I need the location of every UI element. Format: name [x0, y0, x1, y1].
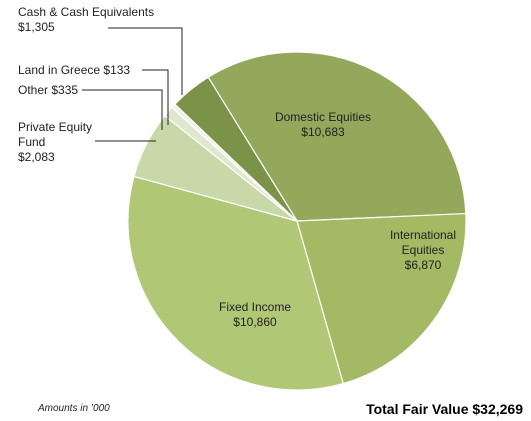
category-label: International Equities — [389, 228, 457, 257]
pie-slice — [127, 175, 344, 391]
category-label: Other — [18, 83, 49, 97]
value-label: $10,683 — [301, 125, 345, 139]
category-label: Land in Greece — [18, 63, 101, 77]
category-label: Cash & Cash Equivalents — [18, 5, 155, 19]
value-label: $1,305 — [18, 20, 55, 34]
pie — [127, 51, 467, 391]
slice-label: Fixed Income $10,860 — [195, 300, 315, 330]
leader-line — [108, 27, 183, 95]
value-label: $6,870 — [404, 258, 442, 272]
leader-line — [142, 69, 169, 125]
footnote: Amounts in ’000 — [38, 403, 110, 414]
slice-label: Private Equity Fund $2,083 — [18, 120, 108, 165]
slice-label: Cash & Cash Equivalents $1,305 — [18, 5, 178, 35]
total-label: Total Fair Value $32,269 — [366, 401, 523, 417]
pie-slice — [174, 76, 298, 222]
category-label: Private Equity Fund — [18, 120, 93, 149]
value-label: $133 — [103, 63, 131, 77]
leader-line — [82, 89, 163, 130]
pie-slice — [296, 212, 467, 385]
slice-label: Land in Greece $133 — [18, 63, 158, 78]
slice-label: Other $335 — [18, 83, 98, 98]
pie-slice — [207, 51, 467, 222]
slice-label: Domestic Equities $10,683 — [258, 110, 388, 140]
value-label: $335 — [51, 83, 79, 97]
value-label: $10,860 — [233, 315, 277, 329]
value-label: $2,083 — [18, 150, 55, 164]
category-label: Domestic Equities — [274, 110, 372, 124]
slice-label: International Equities $6,870 — [378, 228, 468, 273]
category-label: Fixed Income — [218, 300, 292, 314]
